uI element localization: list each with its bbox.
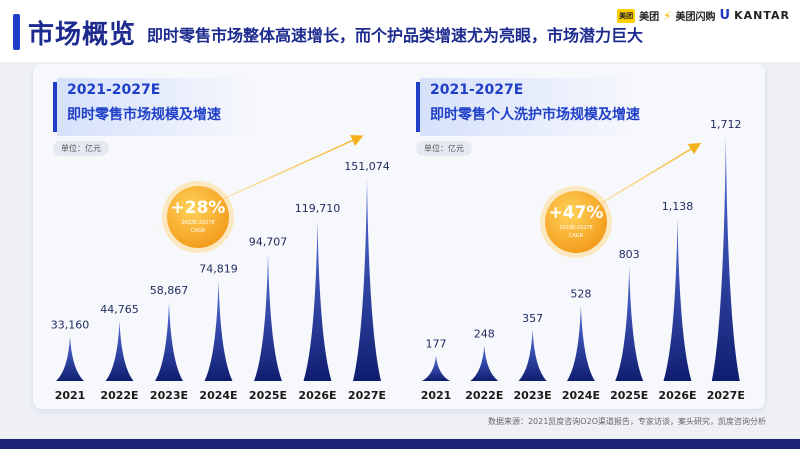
bar-2023E (518, 329, 547, 381)
bar-2026E (303, 220, 332, 381)
x-tick-label: 2021 (55, 389, 86, 402)
x-tick-label: 2024E (199, 389, 237, 402)
bar-2027E (711, 136, 740, 381)
right-panel-title: 即时零售个人洗护市场规模及增速 (430, 107, 640, 123)
right-year-range: 2021-2027E (430, 82, 524, 98)
meituan-logo: 美团 (639, 12, 660, 23)
bar-value-label: 248 (474, 328, 495, 341)
header-gradient (57, 78, 257, 136)
panel-accent-bar (53, 82, 57, 132)
bar-value-label: 151,074 (344, 160, 390, 173)
content-card: 2021-2027E 即时零售市场规模及增速 单位：亿元 2021-2027E … (33, 64, 765, 409)
x-tick-label: 2027E (348, 389, 386, 402)
left-panel-title: 即时零售市场规模及增速 (67, 107, 221, 123)
bar-2026E (663, 218, 692, 381)
right-cagr-label: CAGR (568, 233, 584, 239)
bar-value-label: 44,765 (100, 303, 139, 316)
bar-2025E (615, 266, 644, 381)
x-tick-label: 2022E (100, 389, 138, 402)
bar-value-label: 1,138 (662, 200, 694, 213)
x-tick-label: 2022E (465, 389, 503, 402)
x-tick-label: 2025E (610, 389, 648, 402)
bar-value-label: 94,707 (249, 236, 288, 249)
left-cagr-value: +28% (170, 198, 226, 218)
page-subtitle: 即时零售市场整体高速增长，而个护品类增速尤为亮眼，市场潜力巨大 (147, 26, 644, 45)
lightning-icon: ⚡ (663, 8, 672, 23)
title-accent-bar (13, 14, 20, 50)
x-tick-label: 2024E (562, 389, 600, 402)
unilever-logo: U (719, 8, 731, 23)
left-year-range: 2021-2027E (67, 82, 161, 98)
bar-value-label: 528 (570, 287, 591, 300)
bar-2022E (470, 345, 499, 381)
x-tick-label: 2027E (707, 389, 745, 402)
bar-2025E (254, 253, 282, 381)
panel-accent-bar (416, 82, 420, 132)
right-panel-header: 2021-2027E 即时零售个人洗护市场规模及增速 (416, 78, 746, 136)
left-unit-label: 单位：亿元 (53, 141, 109, 156)
data-source-note: 数据来源：2021凯度咨询O2O渠道报告，专家访谈，案头研究，凯度咨询分析 (487, 417, 766, 426)
bar-value-label: 803 (619, 248, 640, 261)
header: 市场概览 即时零售市场整体高速增长，而个护品类增速尤为亮眼，市场潜力巨大 美团 … (0, 0, 800, 62)
x-tick-label: 2021 (421, 389, 452, 402)
bar-value-label: 58,867 (150, 284, 189, 297)
right-cagr-badge: +47% 2022E-2027E CAGR (540, 186, 612, 258)
page-title: 市场概览 (28, 20, 137, 50)
bar-2022E (105, 320, 134, 381)
meituan-box-logo: 美团 (617, 8, 636, 23)
x-tick-label: 2023E (514, 389, 552, 402)
bar-value-label: 33,160 (51, 318, 90, 331)
left-cagr-badge: +28% 2022E-2027E CAGR (162, 181, 234, 253)
meituan-shangou-logo: 美团闪购 (675, 12, 716, 23)
right-unit-label: 单位：亿元 (416, 141, 472, 156)
bar-2021 (422, 355, 450, 381)
bar-2024E (566, 305, 595, 381)
bar-2023E (155, 301, 183, 381)
bar-value-label: 177 (426, 338, 447, 351)
x-tick-label: 2023E (150, 389, 188, 402)
bar-2021 (56, 336, 84, 381)
x-tick-label: 2026E (298, 389, 336, 402)
bottom-bar (0, 439, 800, 449)
bar-2027E (353, 178, 381, 381)
bar-value-label: 74,819 (199, 262, 238, 275)
header-gradient (420, 78, 640, 136)
bar-value-label: 119,710 (295, 202, 341, 215)
left-panel-header: 2021-2027E 即时零售市场规模及增速 (53, 78, 383, 136)
kantar-logo: KANTAR (734, 9, 790, 22)
x-tick-label: 2026E (658, 389, 696, 402)
left-cagr-period: 2022E-2027E (181, 220, 215, 226)
bar-value-label: 357 (522, 312, 543, 325)
left-cagr-label: CAGR (190, 228, 206, 234)
right-cagr-value: +47% (548, 203, 604, 223)
x-tick-label: 2025E (249, 389, 287, 402)
partner-logos: 美团 美团 ⚡ 美团闪购 U KANTAR (617, 8, 790, 23)
right-cagr-period: 2022E-2027E (559, 225, 593, 231)
bar-value-label: 1,712 (710, 118, 742, 131)
bar-2024E (204, 280, 233, 381)
